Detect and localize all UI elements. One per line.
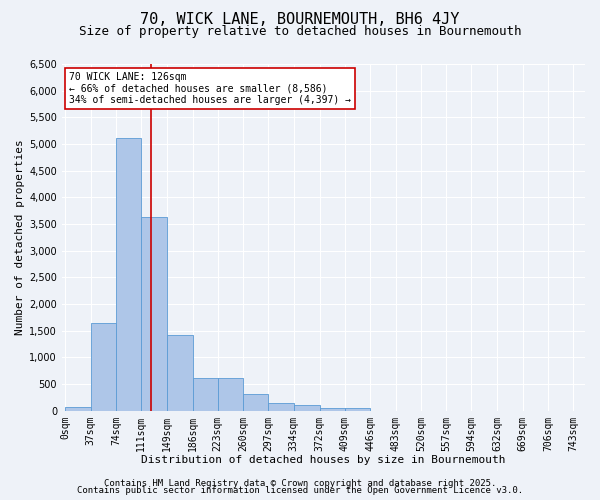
Bar — [320, 408, 345, 410]
Bar — [243, 394, 268, 410]
Bar — [65, 407, 91, 410]
Bar — [193, 378, 218, 410]
Text: Size of property relative to detached houses in Bournemouth: Size of property relative to detached ho… — [79, 25, 521, 38]
Bar — [167, 335, 193, 410]
Bar — [141, 217, 167, 410]
Text: 70, WICK LANE, BOURNEMOUTH, BH6 4JY: 70, WICK LANE, BOURNEMOUTH, BH6 4JY — [140, 12, 460, 28]
Text: 70 WICK LANE: 126sqm
← 66% of detached houses are smaller (8,586)
34% of semi-de: 70 WICK LANE: 126sqm ← 66% of detached h… — [69, 72, 351, 105]
Bar — [218, 378, 243, 410]
Y-axis label: Number of detached properties: Number of detached properties — [15, 140, 25, 335]
Text: Contains HM Land Registry data © Crown copyright and database right 2025.: Contains HM Land Registry data © Crown c… — [104, 478, 496, 488]
Text: Contains public sector information licensed under the Open Government Licence v3: Contains public sector information licen… — [77, 486, 523, 495]
Bar — [294, 406, 320, 410]
Bar — [268, 402, 294, 410]
Bar — [116, 138, 141, 410]
X-axis label: Distribution of detached houses by size in Bournemouth: Distribution of detached houses by size … — [141, 455, 506, 465]
Bar — [345, 408, 370, 410]
Bar — [91, 323, 116, 410]
